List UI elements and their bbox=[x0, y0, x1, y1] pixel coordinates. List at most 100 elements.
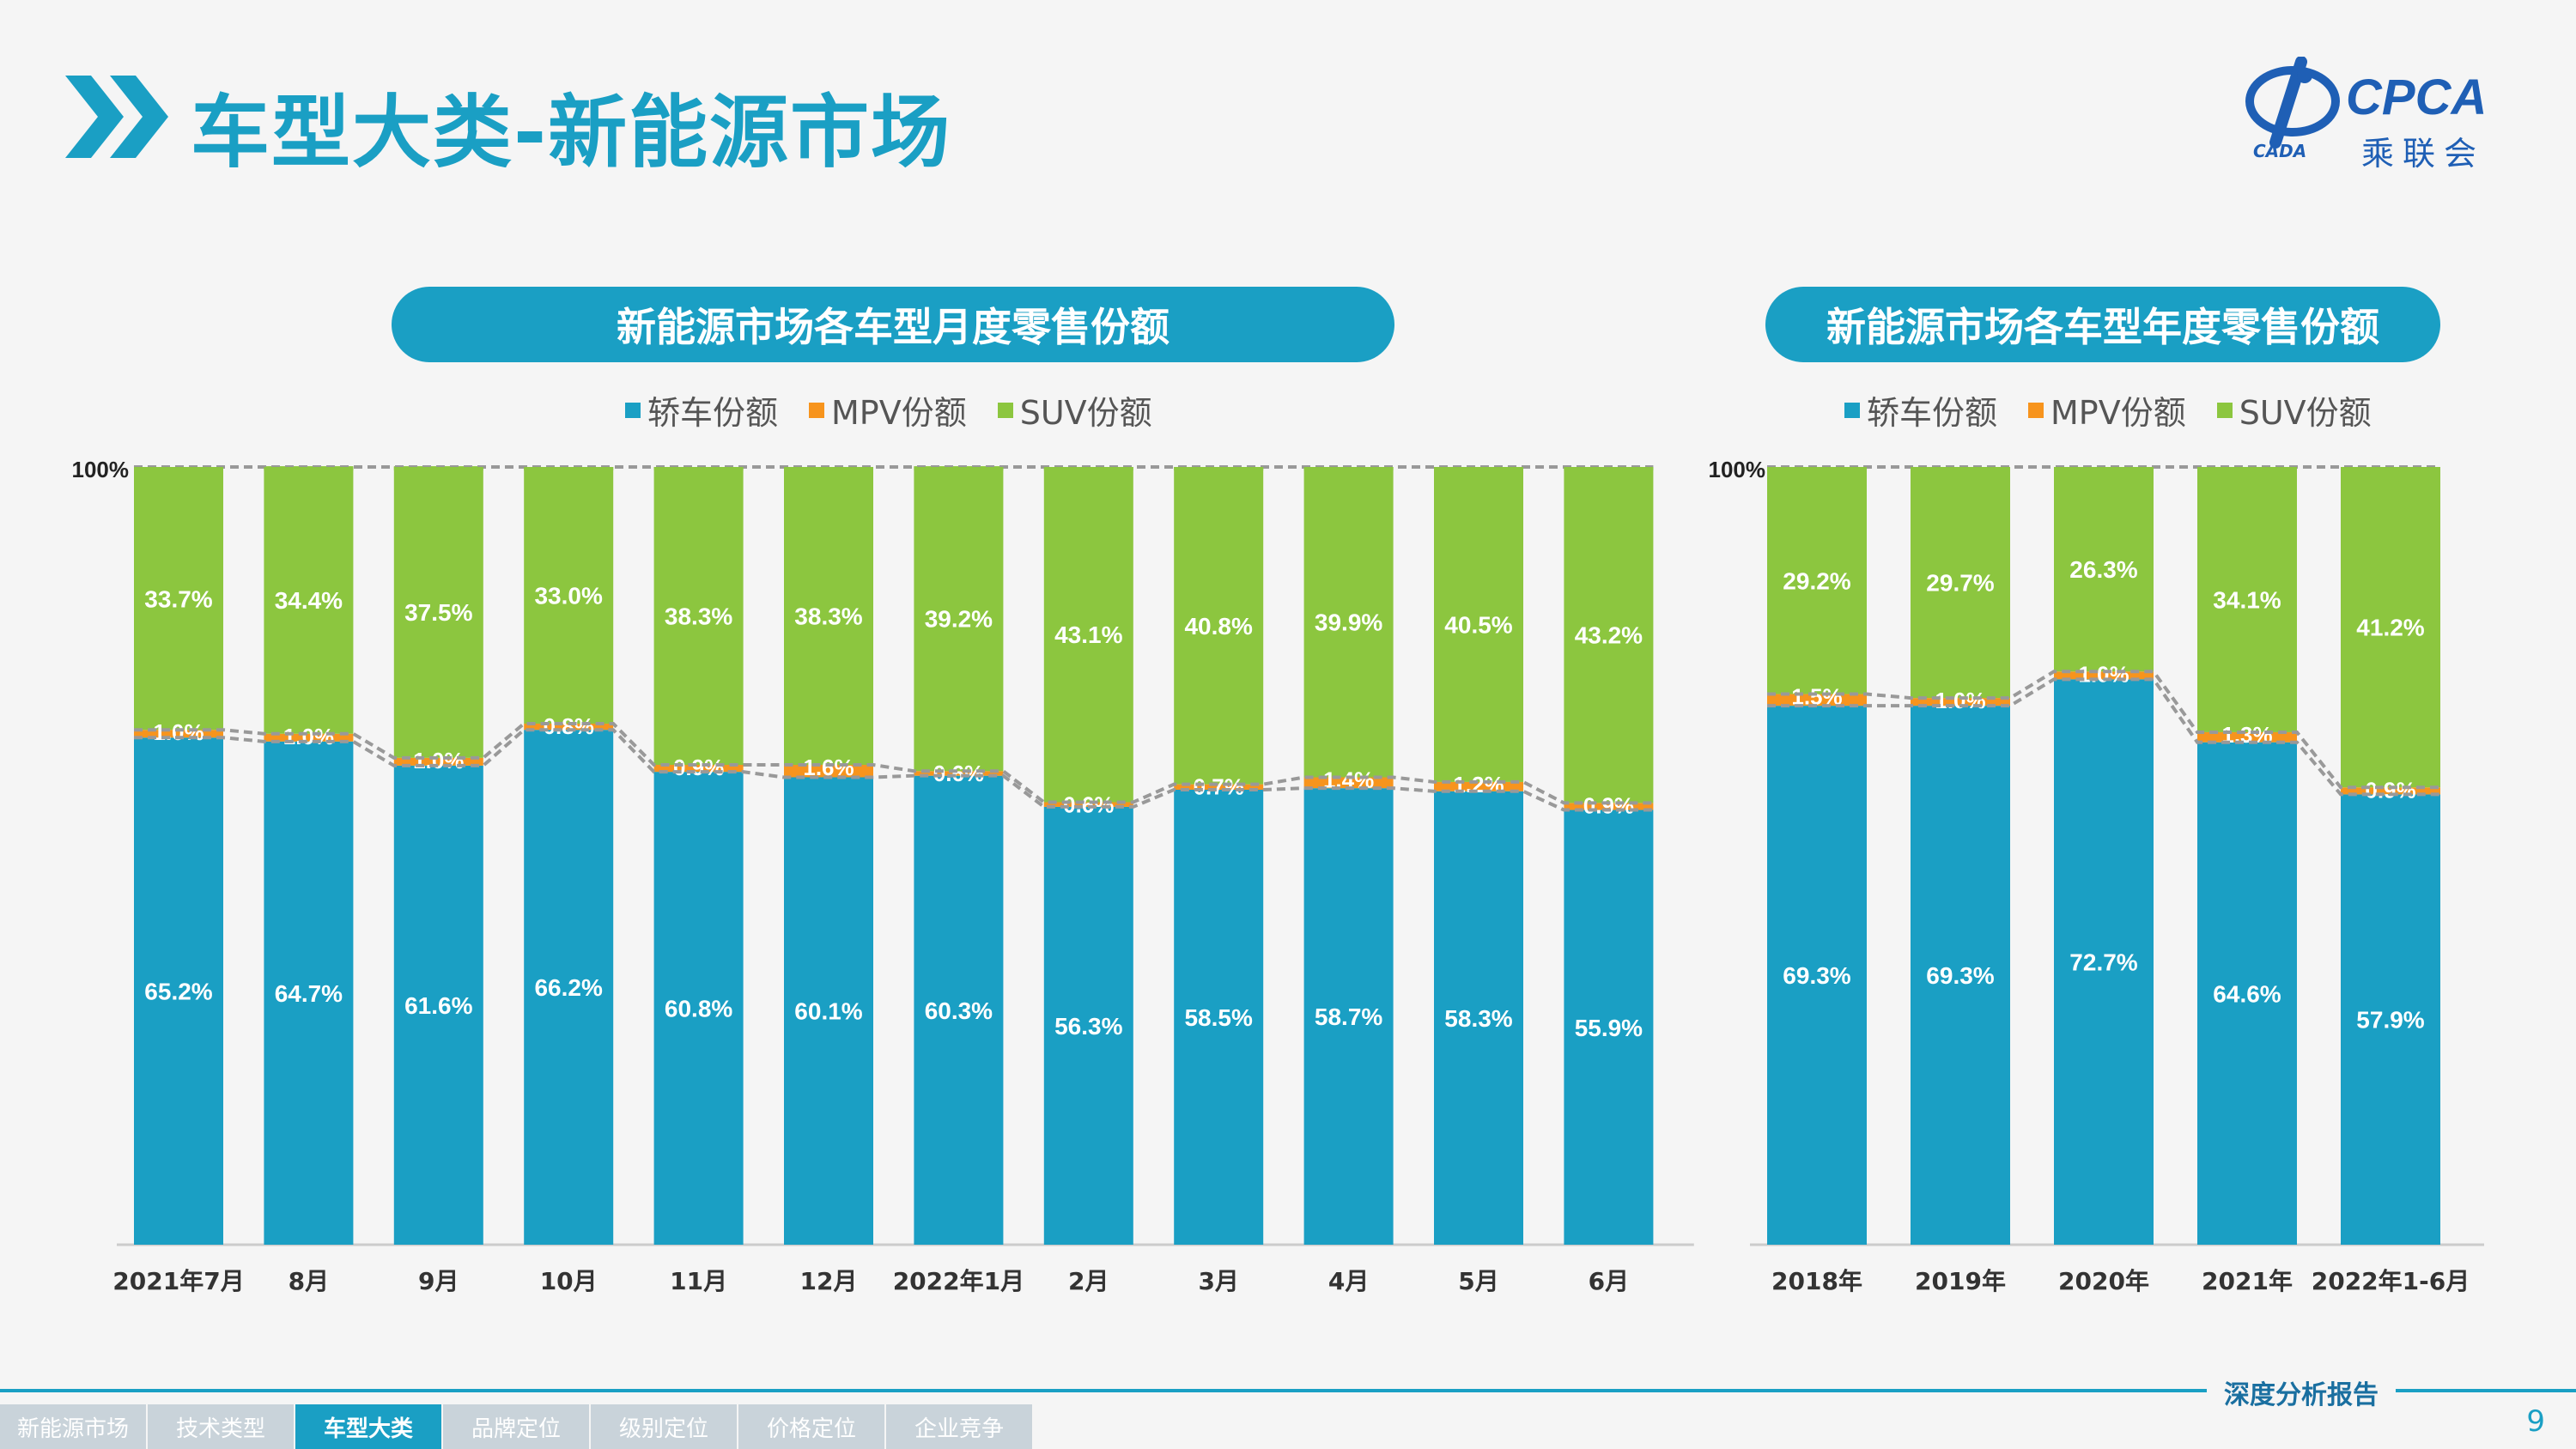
x-tick-label: 2020年 bbox=[2058, 1267, 2149, 1295]
bar-segment-suv bbox=[2197, 467, 2297, 732]
data-label-suv: 29.7% bbox=[1926, 570, 1994, 597]
data-label-suv: 34.4% bbox=[275, 587, 343, 614]
bar-segment-sedan bbox=[914, 775, 1004, 1245]
data-label-sedan: 60.8% bbox=[665, 996, 732, 1022]
cpca-emblem-icon bbox=[2245, 57, 2340, 149]
data-label-sedan: 72.7% bbox=[2069, 949, 2137, 976]
y-axis-max-label: 100% bbox=[1709, 457, 1766, 482]
x-tick-label: 2月 bbox=[1068, 1267, 1109, 1295]
data-label-sedan: 69.3% bbox=[1926, 962, 1994, 989]
data-label-mpv: 0.8% bbox=[544, 713, 594, 739]
bar-top-edge bbox=[1043, 467, 1133, 470]
data-label-mpv: 1.0% bbox=[2078, 661, 2129, 687]
bar-segment-sedan bbox=[264, 741, 354, 1245]
bar-segment-suv bbox=[1043, 467, 1133, 803]
nav-item-price-position[interactable]: 价格定位 bbox=[738, 1404, 884, 1449]
bar-segment-mpv bbox=[393, 757, 483, 766]
x-tick-label: 2022年1月 bbox=[893, 1267, 1024, 1295]
data-label-mpv: 0.6% bbox=[933, 761, 984, 786]
page-number: 9 bbox=[2526, 1404, 2545, 1439]
data-label-suv: 43.2% bbox=[1575, 622, 1643, 649]
bar-top-edge bbox=[1434, 467, 1523, 470]
legend-item-suv: SUV份额 bbox=[2216, 386, 2372, 433]
x-tick-label: 2018年 bbox=[1771, 1267, 1862, 1295]
x-tick-label: 11月 bbox=[670, 1267, 727, 1295]
data-label-sedan: 58.7% bbox=[1315, 1003, 1382, 1030]
bar-segment-sedan bbox=[524, 730, 614, 1245]
bar-segment-suv bbox=[1564, 467, 1654, 803]
bar-segment-sedan bbox=[1434, 791, 1523, 1245]
bar-segment-sedan bbox=[2341, 794, 2440, 1245]
bar-segment-suv bbox=[1174, 467, 1264, 785]
legend-item-mpv: MPV份额 bbox=[2028, 386, 2186, 433]
bar-top-edge bbox=[784, 467, 873, 470]
data-label-suv: 37.5% bbox=[404, 599, 472, 626]
x-tick-label: 5月 bbox=[1458, 1267, 1498, 1295]
nav-item-brand-position[interactable]: 品牌定位 bbox=[443, 1404, 589, 1449]
bar-segment-mpv bbox=[1303, 777, 1394, 789]
series-connector-line bbox=[1767, 677, 2440, 797]
bar-segment-mpv bbox=[1564, 803, 1654, 810]
bar-segment-mpv bbox=[264, 733, 354, 742]
data-label-mpv: 1.2% bbox=[1453, 772, 1504, 797]
bar-segment-mpv bbox=[2197, 731, 2297, 743]
bar-segment-mpv bbox=[653, 764, 744, 773]
logo-small-text: CADA bbox=[2253, 141, 2307, 161]
nav-item-nev-market[interactable]: 新能源市场 bbox=[0, 1404, 146, 1449]
data-label-mpv: 0.6% bbox=[1063, 791, 1114, 817]
bar-segment-sedan bbox=[2054, 679, 2154, 1245]
logo-text: CPCA bbox=[2346, 70, 2488, 125]
bar-segment-suv bbox=[914, 466, 1004, 772]
bar-segment-mpv bbox=[914, 771, 1004, 776]
data-label-suv: 40.5% bbox=[1444, 611, 1512, 638]
nav-item-company-competition[interactable]: 企业竞争 bbox=[886, 1404, 1032, 1449]
bar-segment-suv bbox=[264, 466, 354, 734]
data-label-suv: 33.0% bbox=[534, 582, 602, 609]
data-label-sedan: 64.6% bbox=[2213, 980, 2281, 1007]
annual-share-chart: 100%69.3%1.5%29.2%2018年69.3%1.0%29.7%201… bbox=[1709, 457, 2484, 1295]
data-label-mpv: 0.9% bbox=[2365, 777, 2415, 803]
bar-segment-suv bbox=[784, 467, 873, 765]
data-label-sedan: 64.7% bbox=[275, 980, 343, 1007]
logo-subtitle: 乘联会 bbox=[2361, 135, 2486, 173]
legend-item-sedan: 轿车份额 bbox=[1844, 386, 1997, 433]
bar-segment-sedan bbox=[393, 765, 483, 1245]
x-tick-label: 8月 bbox=[289, 1267, 329, 1295]
bar-segment-mpv bbox=[1174, 784, 1264, 790]
series-connector-line bbox=[134, 721, 1654, 805]
data-label-suv: 26.3% bbox=[2069, 556, 2137, 583]
bar-top-edge bbox=[1174, 467, 1264, 470]
data-label-sedan: 55.9% bbox=[1575, 1015, 1643, 1041]
legend-item-sedan: 轿车份额 bbox=[625, 386, 778, 433]
data-label-suv: 39.2% bbox=[925, 606, 993, 633]
bar-top-edge bbox=[1564, 467, 1654, 470]
bar-top-edge bbox=[134, 467, 223, 470]
nav-item-vehicle-class[interactable]: 车型大类 bbox=[295, 1404, 441, 1449]
data-label-suv: 34.1% bbox=[2213, 586, 2281, 613]
bar-segment-suv bbox=[393, 466, 483, 758]
data-label-sedan: 60.1% bbox=[794, 998, 862, 1025]
bar-segment-suv bbox=[134, 467, 223, 731]
right-legend: 轿车份额 MPV份额 SUV份额 bbox=[1844, 386, 2372, 433]
bar-segment-sedan bbox=[1767, 706, 1867, 1245]
x-tick-label: 3月 bbox=[1198, 1267, 1238, 1295]
nav-item-level-position[interactable]: 级别定位 bbox=[591, 1404, 737, 1449]
data-label-mpv: 0.9% bbox=[673, 755, 724, 780]
page-title: 车型大类-新能源市场 bbox=[191, 87, 952, 179]
bar-top-edge bbox=[2341, 467, 2440, 470]
data-label-mpv: 1.0% bbox=[153, 719, 204, 745]
x-tick-label: 2021年 bbox=[2202, 1267, 2293, 1295]
bar-top-edge bbox=[2197, 467, 2297, 470]
bar-segment-mpv bbox=[134, 730, 223, 738]
nav-item-tech-type[interactable]: 技术类型 bbox=[148, 1404, 294, 1449]
bar-segment-sedan bbox=[1303, 788, 1394, 1245]
x-tick-label: 6月 bbox=[1589, 1267, 1629, 1295]
x-tick-label: 2019年 bbox=[1915, 1267, 2006, 1295]
bar-segment-suv bbox=[653, 467, 744, 765]
data-label-sedan: 57.9% bbox=[2356, 1007, 2424, 1034]
data-label-sedan: 58.3% bbox=[1444, 1005, 1512, 1032]
bar-segment-mpv bbox=[2341, 787, 2440, 795]
bar-top-edge bbox=[2054, 467, 2154, 470]
x-tick-label: 2021年7月 bbox=[112, 1267, 244, 1295]
data-label-sedan: 61.6% bbox=[404, 992, 472, 1019]
